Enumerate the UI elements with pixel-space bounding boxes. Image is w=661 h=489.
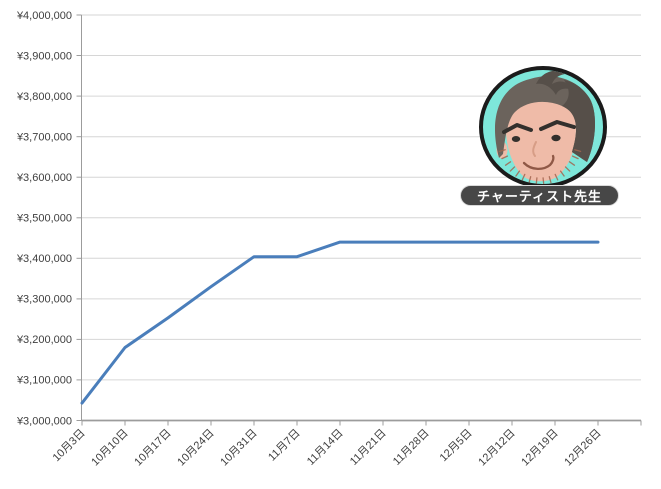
data-line — [80, 240, 600, 405]
stubble-line — [501, 155, 509, 160]
avatar-label-text: チャーティスト先生 — [476, 189, 603, 204]
stubble-line — [571, 155, 579, 160]
stubble — [498, 149, 582, 184]
y-axis-label: ¥3,500,000 — [16, 213, 72, 225]
stubble-line — [498, 149, 506, 153]
stubble-line — [528, 176, 532, 184]
right-eye — [551, 134, 561, 142]
y-axis-label: ¥4,000,000 — [16, 10, 72, 22]
stubble-line — [574, 149, 582, 153]
y-axis-label: ¥3,300,000 — [16, 294, 72, 306]
y-axis-label: ¥3,000,000 — [16, 415, 72, 427]
stubble-line — [509, 166, 516, 172]
hair-shadow — [562, 80, 596, 162]
stubble-line — [535, 177, 538, 184]
y-axis-label: ¥3,800,000 — [16, 91, 72, 103]
stubble-line — [542, 177, 545, 184]
y-axis-label: ¥3,900,000 — [16, 50, 72, 62]
y-axis-label: ¥3,200,000 — [16, 334, 72, 346]
stubble-line — [521, 173, 526, 181]
left-eyebrow — [502, 123, 533, 134]
left-eye — [511, 136, 521, 142]
stubble-line — [564, 166, 571, 172]
stubble-line — [504, 161, 512, 166]
stubble-line — [559, 170, 565, 177]
stubble-line — [554, 173, 559, 181]
right-eyebrow — [539, 120, 576, 131]
y-axis-label: ¥3,100,000 — [16, 375, 72, 387]
hair-tuft — [536, 70, 573, 95]
avatar-face-group — [494, 70, 596, 184]
face — [506, 96, 576, 182]
stubble-line — [548, 176, 552, 184]
nose-line — [532, 141, 537, 157]
y-axis-label: ¥3,700,000 — [16, 132, 72, 144]
mouth-smirk — [522, 154, 555, 171]
avatar-label: チャーティスト先生 — [460, 185, 619, 206]
y-axis-label: ¥3,400,000 — [16, 253, 72, 265]
stubble-line — [515, 170, 521, 177]
y-axis-label: ¥3,600,000 — [16, 172, 72, 184]
stubble-line — [568, 161, 576, 166]
